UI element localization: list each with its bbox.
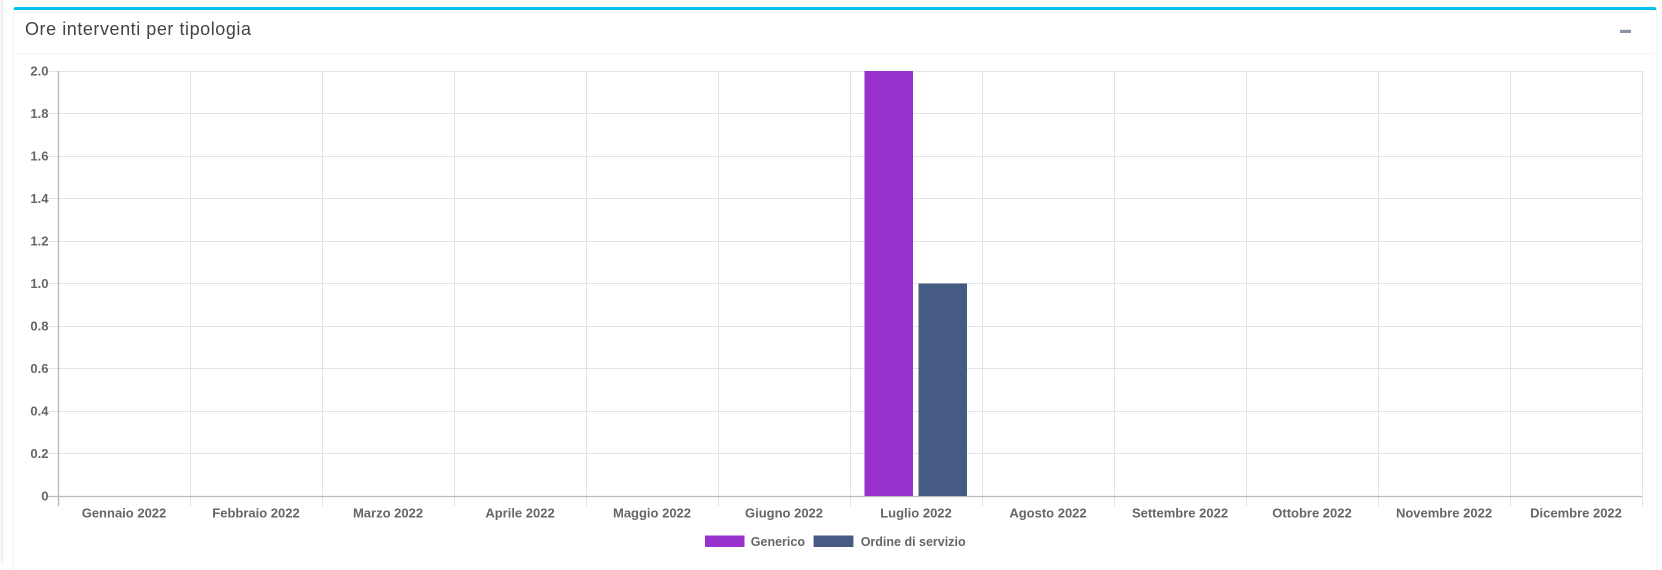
- svg-text:1.6: 1.6: [30, 149, 48, 164]
- svg-text:Dicembre 2022: Dicembre 2022: [1530, 506, 1622, 521]
- svg-text:Generico: Generico: [751, 535, 806, 549]
- svg-text:Settembre 2022: Settembre 2022: [1132, 506, 1228, 521]
- svg-text:0.4: 0.4: [30, 404, 49, 419]
- svg-text:2.0: 2.0: [30, 64, 48, 79]
- svg-text:0.8: 0.8: [30, 319, 48, 334]
- svg-text:1.8: 1.8: [30, 106, 48, 121]
- svg-text:Novembre 2022: Novembre 2022: [1396, 506, 1492, 521]
- svg-text:1.2: 1.2: [30, 234, 48, 249]
- svg-text:Marzo 2022: Marzo 2022: [353, 506, 423, 521]
- svg-text:1.4: 1.4: [30, 191, 49, 206]
- svg-text:0: 0: [41, 489, 48, 504]
- svg-text:Ordine di servizio: Ordine di servizio: [861, 535, 966, 549]
- svg-text:0.6: 0.6: [30, 361, 48, 376]
- svg-text:Giugno 2022: Giugno 2022: [745, 506, 823, 521]
- svg-text:0.2: 0.2: [30, 446, 48, 461]
- svg-text:Gennaio 2022: Gennaio 2022: [82, 506, 167, 521]
- svg-text:Maggio 2022: Maggio 2022: [613, 506, 691, 521]
- svg-text:Ottobre 2022: Ottobre 2022: [1272, 506, 1351, 521]
- svg-text:Ore interventi per tipologia: Ore interventi per tipologia: [25, 19, 252, 39]
- svg-text:Luglio 2022: Luglio 2022: [880, 506, 952, 521]
- svg-text:Agosto 2022: Agosto 2022: [1009, 506, 1086, 521]
- svg-text:1.0: 1.0: [30, 276, 48, 291]
- svg-text:Febbraio 2022: Febbraio 2022: [212, 506, 299, 521]
- svg-text:Aprile 2022: Aprile 2022: [485, 506, 554, 521]
